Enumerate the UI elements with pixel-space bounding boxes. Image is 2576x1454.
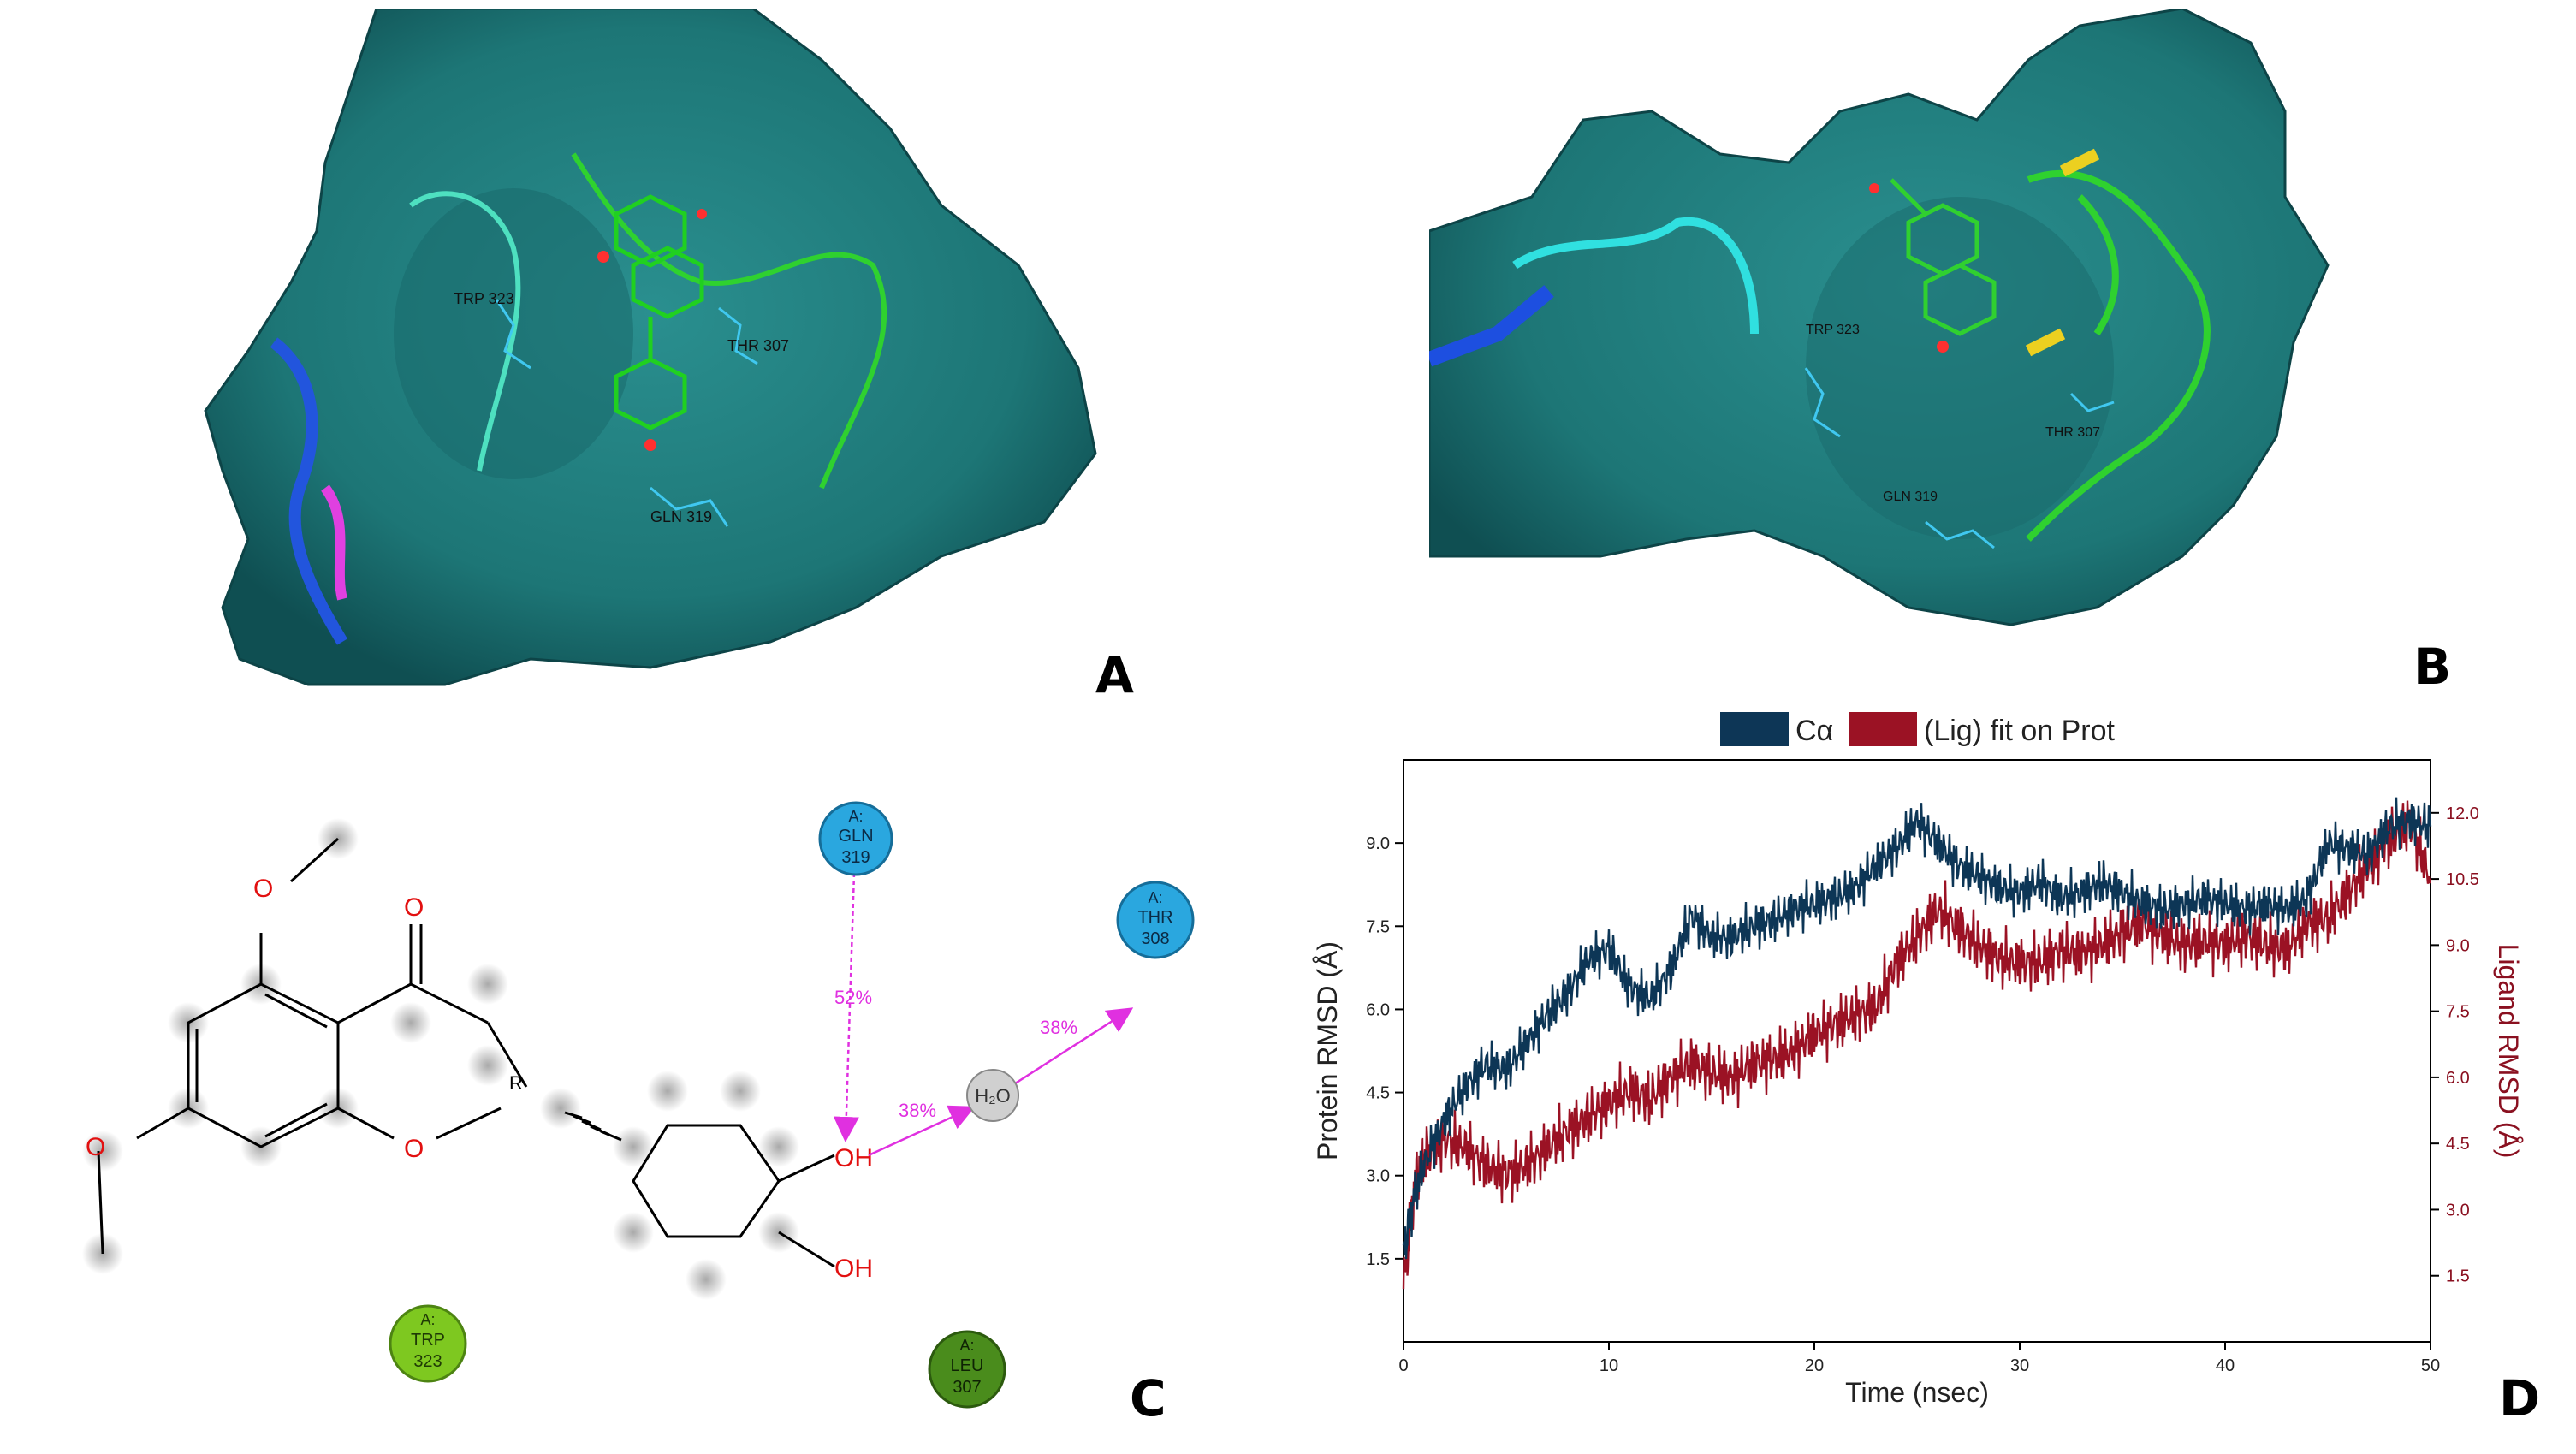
legend-label-ca: Cα (1795, 715, 1833, 747)
panel-label-a: A (1095, 646, 1134, 704)
x-tick-label: 40 (2216, 1356, 2235, 1375)
residue-leu-307: A: LEU 307 (928, 1330, 1006, 1409)
svg-text:THR: THR (1137, 908, 1172, 927)
right-y-tick-label: 9.0 (2446, 936, 2470, 955)
water-node: H₂O (966, 1069, 1019, 1122)
svg-text:A:: A: (1148, 889, 1162, 906)
svg-text:307: 307 (953, 1378, 981, 1397)
panel-label-c: C (1130, 1369, 1166, 1427)
right-y-tick-label: 10.5 (2446, 870, 2479, 889)
atom-o-ring: O (404, 1135, 424, 1163)
solvent-exposure-shadows (82, 818, 799, 1300)
left-y-tick-label: 3.0 (1366, 1167, 1390, 1186)
x-tick-label: 50 (2421, 1356, 2440, 1375)
x-axis-label: Time (nsec) (1845, 1377, 1989, 1408)
right-y-tick-label: 4.5 (2446, 1135, 2470, 1154)
x-tick-label: 0 (1398, 1356, 1408, 1375)
ligand-skeleton (97, 837, 835, 1268)
series-line-calpha (1402, 797, 2432, 1260)
plot-frame (1403, 759, 2431, 1343)
protein-surface-b: TRP 323 THR 307 GLN 319 (1426, 7, 2330, 626)
legend-label-lig: (Lig) fit on Prot (1924, 715, 2116, 747)
residue-label-a-0: TRP 323 (454, 290, 514, 307)
panel-a-structure: TRP 323 THR 307 GLN 319 (171, 7, 1113, 693)
left-y-tick-label: 7.5 (1366, 917, 1390, 936)
atom-o-methoxy: O (253, 875, 273, 903)
atom-oh-2: OH (834, 1255, 873, 1283)
protein-surface-a: TRP 323 THR 307 GLN 319 (204, 7, 1097, 686)
left-y-tick-label: 9.0 (1366, 834, 1390, 853)
percent-label-thr: 38% (1040, 1017, 1077, 1038)
residue-trp-323: A: TRP 323 (389, 1304, 467, 1383)
residue-thr-308: A: THR 308 (1116, 881, 1195, 959)
residue-label-b-2: GLN 319 (1883, 490, 1938, 504)
svg-text:319: 319 (841, 848, 870, 867)
legend-swatch-lig (1849, 712, 1917, 746)
svg-text:GLN: GLN (838, 827, 873, 846)
right-y-tick-label: 12.0 (2446, 804, 2479, 823)
series-line-ligand (1402, 800, 2432, 1290)
svg-text:A:: A: (420, 1311, 435, 1328)
stereo-label: R (509, 1072, 523, 1094)
right-y-tick-label: 7.5 (2446, 1003, 2470, 1022)
series-layer (1402, 797, 2432, 1290)
left-y-tick-label: 6.0 (1366, 1000, 1390, 1019)
svg-text:H₂O: H₂O (975, 1085, 1011, 1107)
panel-c-interaction-diagram: O O O O R OH OH 52% 38% 38% H₂O A: GLN 3… (34, 753, 1232, 1438)
right-y-axis-label: Ligand RMSD (Å) (2493, 944, 2524, 1159)
legend-swatch-ca (1720, 712, 1789, 746)
residue-gln-319: A: GLN 319 (818, 801, 893, 876)
percent-label-water: 38% (899, 1100, 936, 1121)
right-y-tick-label: 3.0 (2446, 1201, 2470, 1220)
atom-oh-1: OH (834, 1144, 873, 1172)
svg-text:323: 323 (413, 1352, 442, 1371)
svg-text:308: 308 (1141, 929, 1169, 948)
left-y-axis-label: Protein RMSD (Å) (1312, 941, 1343, 1160)
x-tick-label: 20 (1805, 1356, 1824, 1375)
right-y-axis: 1.5 3.0 4.5 6.0 7.5 9.0 10.5 12.0 (2431, 804, 2479, 1286)
panel-b-structure: TRP 323 THR 307 GLN 319 (1426, 7, 2388, 642)
left-y-tick-label: 1.5 (1366, 1250, 1390, 1269)
hbond-arrows: 52% 38% 38% (833, 872, 1134, 1157)
percent-label-gln: 52% (834, 987, 872, 1008)
x-tick-label: 10 (1600, 1356, 1618, 1375)
svg-text:A:: A: (959, 1337, 974, 1354)
svg-text:A:: A: (848, 808, 863, 825)
panel-d-rmsd-chart: Cα (Lig) fit on Prot 0 10 20 30 40 50 1.5 3.0 4… (1284, 702, 2550, 1438)
right-y-tick-label: 1.5 (2446, 1267, 2470, 1286)
ligand-interaction-svg: O O O O R OH OH 52% 38% 38% H₂O A: GLN 3… (82, 801, 1195, 1409)
chart-legend: Cα (Lig) fit on Prot (1720, 712, 2116, 747)
panel-label-d: D (2499, 1369, 2541, 1427)
residue-label-b-1: THR 307 (2045, 425, 2100, 440)
atom-o-carbonyl: O (404, 893, 424, 922)
svg-text:LEU: LEU (951, 1356, 984, 1375)
right-y-tick-label: 6.0 (2446, 1069, 2470, 1088)
left-y-axis: 1.5 3.0 4.5 6.0 7.5 9.0 (1366, 834, 1404, 1269)
x-tick-label: 30 (2010, 1356, 2029, 1375)
wedge-bond (564, 1111, 622, 1142)
atom-o-methoxy-2: O (86, 1133, 105, 1161)
x-axis: 0 10 20 30 40 50 (1398, 1342, 2440, 1375)
panel-label-b: B (2413, 638, 2452, 696)
left-y-tick-label: 4.5 (1366, 1084, 1390, 1103)
rmsd-chart: Cα (Lig) fit on Prot 0 10 20 30 40 50 1.5 3.0 4… (1312, 712, 2524, 1408)
residue-label-a-1: THR 307 (727, 337, 789, 354)
svg-text:TRP: TRP (411, 1331, 445, 1350)
residue-label-b-0: TRP 323 (1806, 323, 1860, 337)
residue-label-a-2: GLN 319 (650, 508, 712, 525)
